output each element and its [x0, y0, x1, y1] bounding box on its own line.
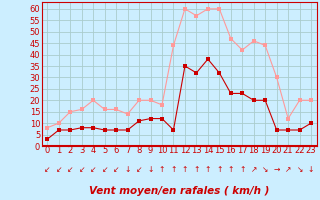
Text: ↙: ↙: [78, 165, 85, 174]
Text: ↓: ↓: [308, 165, 314, 174]
Text: Vent moyen/en rafales ( km/h ): Vent moyen/en rafales ( km/h ): [89, 186, 269, 196]
Text: ↑: ↑: [182, 165, 188, 174]
Text: ↙: ↙: [101, 165, 108, 174]
Text: ↗: ↗: [285, 165, 291, 174]
Text: ↑: ↑: [170, 165, 177, 174]
Text: ↓: ↓: [124, 165, 131, 174]
Text: ↘: ↘: [262, 165, 268, 174]
Text: ↗: ↗: [251, 165, 257, 174]
Text: ↘: ↘: [296, 165, 303, 174]
Text: ↙: ↙: [44, 165, 51, 174]
Text: ↑: ↑: [228, 165, 234, 174]
Text: ↙: ↙: [90, 165, 96, 174]
Text: ↑: ↑: [205, 165, 211, 174]
Text: ↑: ↑: [193, 165, 200, 174]
Text: ↑: ↑: [239, 165, 245, 174]
Text: ↑: ↑: [216, 165, 222, 174]
Text: ↙: ↙: [67, 165, 74, 174]
Text: ↙: ↙: [136, 165, 142, 174]
Text: ↙: ↙: [56, 165, 62, 174]
Text: ↓: ↓: [147, 165, 154, 174]
Text: ↙: ↙: [113, 165, 119, 174]
Text: →: →: [274, 165, 280, 174]
Text: ↑: ↑: [159, 165, 165, 174]
